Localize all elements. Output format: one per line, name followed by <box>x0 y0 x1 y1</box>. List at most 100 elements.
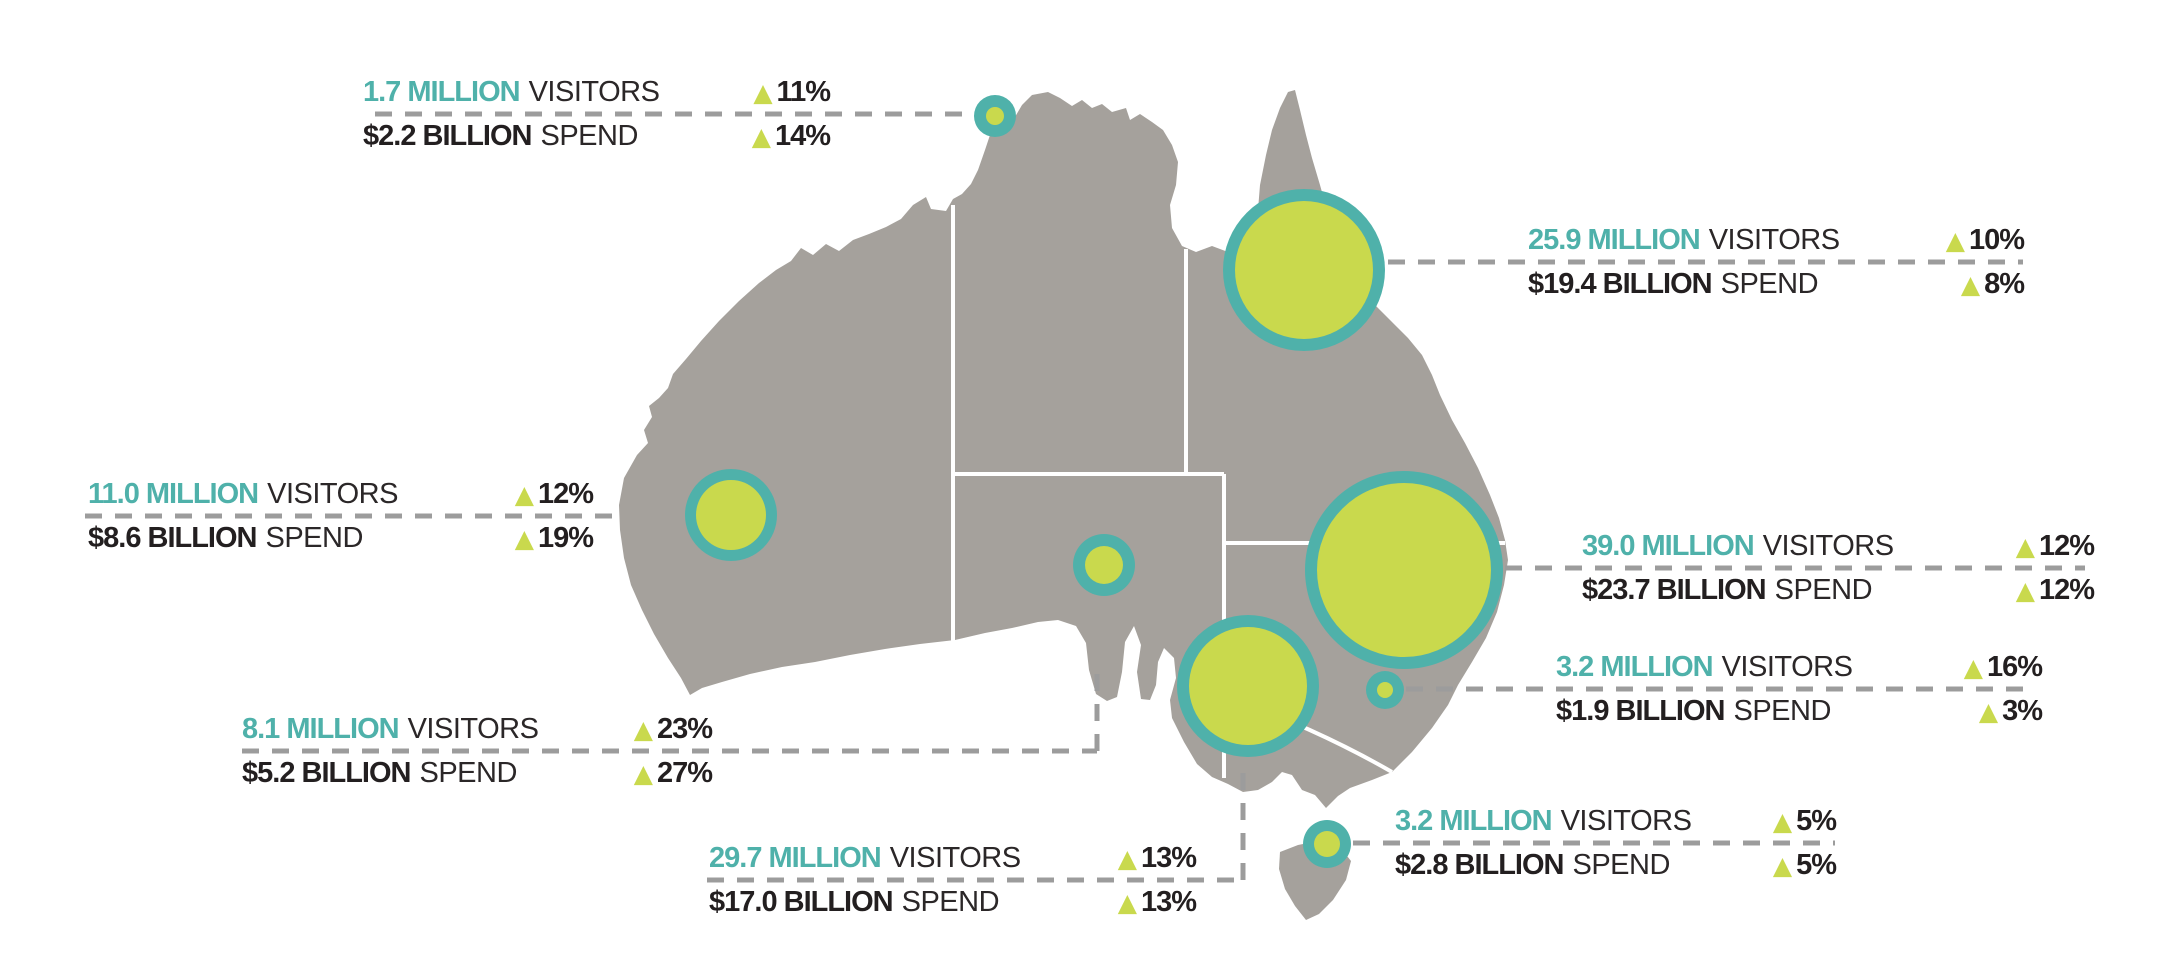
visitors-value: 1.7 MILLION <box>363 75 521 108</box>
visitors-line: 25.9 MILLION VISITORS ▲ 10% <box>1528 218 2025 262</box>
visitors-caption: VISITORS <box>267 477 398 510</box>
spend-caption: SPEND <box>540 119 639 152</box>
label-victoria: 29.7 MILLION VISITORS ▲ 13% $17.0 BILLION S… <box>709 836 1197 924</box>
spend-line: $8.6 BILLION SPEND ▲ 19% <box>88 516 594 560</box>
visitors-line: 3.2 MILLION VISITORS ▲ 5% <box>1395 799 1837 843</box>
visitors-value: 39.0 MILLION <box>1582 529 1755 562</box>
visitors-value: 11.0 MILLION <box>88 477 259 510</box>
spend-line: $5.2 BILLION SPEND ▲ 27% <box>242 751 713 795</box>
visitors-caption: VISITORS <box>407 712 539 745</box>
visitors-line: 39.0 MILLION VISITORS ▲ 12% <box>1582 524 2095 568</box>
visitors-caption: VISITORS <box>1721 650 1853 683</box>
bubble-nt <box>974 95 1016 137</box>
growth-triangle-icon: ▲ <box>633 714 653 744</box>
spend-caption: SPEND <box>901 885 1000 918</box>
visitors-caption: VISITORS <box>528 75 660 108</box>
spend-change: 14% <box>774 119 831 152</box>
visitors-caption: VISITORS <box>889 841 1021 874</box>
visitors-caption: VISITORS <box>1560 804 1692 837</box>
spend-value: $17.0 BILLION <box>709 885 894 918</box>
bubble-vic <box>1177 615 1319 757</box>
growth-triangle-icon: ▲ <box>514 479 534 509</box>
spend-caption: SPEND <box>419 756 518 789</box>
label-queensland: 25.9 MILLION VISITORS ▲ 10% $19.4 BILLION S… <box>1528 218 2025 306</box>
spend-caption: SPEND <box>1720 267 1819 300</box>
spend-change: 3% <box>2002 694 2043 727</box>
spend-line: $23.7 BILLION SPEND ▲ 12% <box>1582 568 2095 612</box>
visitors-line: 3.2 MILLION VISITORS ▲ 16% <box>1556 645 2043 689</box>
spend-caption: SPEND <box>1572 848 1671 881</box>
spend-change: 8% <box>1984 267 2025 300</box>
spend-line: $19.4 BILLION SPEND ▲ 8% <box>1528 262 2025 306</box>
visitors-value: 25.9 MILLION <box>1528 223 1701 256</box>
growth-triangle-icon: ▲ <box>1772 850 1792 880</box>
spend-change: 27% <box>656 756 713 789</box>
visitors-change: 16% <box>1986 650 2043 683</box>
bubble-qld <box>1223 189 1385 351</box>
spend-change: 12% <box>2038 573 2095 606</box>
spend-caption: SPEND <box>1733 694 1832 727</box>
growth-triangle-icon: ▲ <box>1978 696 1998 726</box>
visitors-change: 10% <box>1968 223 2025 256</box>
visitors-line: 29.7 MILLION VISITORS ▲ 13% <box>709 836 1197 880</box>
visitors-caption: VISITORS <box>1762 529 1894 562</box>
visitors-caption: VISITORS <box>1708 223 1840 256</box>
growth-triangle-icon: ▲ <box>751 121 771 151</box>
growth-triangle-icon: ▲ <box>2015 531 2035 561</box>
growth-triangle-icon: ▲ <box>1945 225 1965 255</box>
bubble-act <box>1366 671 1404 709</box>
visitors-line: 11.0 MILLION VISITORS ▲ 12% <box>88 472 594 516</box>
visitors-line: 8.1 MILLION VISITORS ▲ 23% <box>242 707 713 751</box>
visitor-bubbles <box>685 95 1503 868</box>
spend-line: $1.9 BILLION SPEND ▲ 3% <box>1556 689 2043 733</box>
spend-line: $17.0 BILLION SPEND ▲ 13% <box>709 880 1197 924</box>
growth-triangle-icon: ▲ <box>633 758 653 788</box>
spend-value: $2.2 BILLION <box>363 119 532 152</box>
growth-triangle-icon: ▲ <box>1117 887 1137 917</box>
visitors-change: 23% <box>656 712 713 745</box>
spend-value: $1.9 BILLION <box>1556 694 1725 727</box>
growth-triangle-icon: ▲ <box>2015 575 2035 605</box>
spend-value: $2.8 BILLION <box>1395 848 1564 881</box>
growth-triangle-icon: ▲ <box>1963 652 1983 682</box>
growth-triangle-icon: ▲ <box>1960 269 1980 299</box>
label-act: 3.2 MILLION VISITORS ▲ 16% $1.9 BILLION SPE… <box>1556 645 2043 733</box>
growth-triangle-icon: ▲ <box>1772 806 1792 836</box>
visitors-change: 12% <box>537 477 594 510</box>
label-new-south-wales: 39.0 MILLION VISITORS ▲ 12% $23.7 BILLION S… <box>1582 524 2095 612</box>
label-northern-territory: 1.7 MILLION VISITORS ▲ 11% $2.2 BILLION SPE… <box>363 70 831 158</box>
bubble-sa <box>1073 534 1135 596</box>
spend-change: 19% <box>537 521 594 554</box>
visitors-line: 1.7 MILLION VISITORS ▲ 11% <box>363 70 831 114</box>
spend-change: 5% <box>1796 848 1837 881</box>
bubble-nsw <box>1305 471 1503 669</box>
bubble-tas <box>1303 820 1351 868</box>
visitors-value: 29.7 MILLION <box>709 841 882 874</box>
leader-lines <box>85 111 2085 883</box>
growth-triangle-icon: ▲ <box>1117 843 1137 873</box>
visitors-value: 8.1 MILLION <box>242 712 400 745</box>
spend-line: $2.8 BILLION SPEND ▲ 5% <box>1395 843 1837 887</box>
visitors-change: 11% <box>776 75 831 108</box>
spend-value: $8.6 BILLION <box>88 521 257 554</box>
leader-vic <box>707 762 1246 883</box>
spend-value: $19.4 BILLION <box>1528 267 1713 300</box>
bubble-wa <box>685 469 777 561</box>
leader-sa <box>242 665 1100 754</box>
visitors-change: 12% <box>2038 529 2095 562</box>
spend-line: $2.2 BILLION SPEND ▲ 14% <box>363 114 831 158</box>
visitors-value: 3.2 MILLION <box>1395 804 1553 837</box>
label-western-australia: 11.0 MILLION VISITORS ▲ 12% $8.6 BILLION SP… <box>88 472 594 560</box>
growth-triangle-icon: ▲ <box>753 77 772 107</box>
spend-change: 13% <box>1140 885 1197 918</box>
spend-caption: SPEND <box>1774 573 1873 606</box>
growth-triangle-icon: ▲ <box>514 523 534 553</box>
label-tasmania: 3.2 MILLION VISITORS ▲ 5% $2.8 BILLION SPEN… <box>1395 799 1837 887</box>
visitors-value: 3.2 MILLION <box>1556 650 1714 683</box>
visitors-change: 5% <box>1796 804 1837 837</box>
label-south-australia: 8.1 MILLION VISITORS ▲ 23% $5.2 BILLION SPE… <box>242 707 713 795</box>
spend-value: $23.7 BILLION <box>1582 573 1767 606</box>
spend-value: $5.2 BILLION <box>242 756 411 789</box>
